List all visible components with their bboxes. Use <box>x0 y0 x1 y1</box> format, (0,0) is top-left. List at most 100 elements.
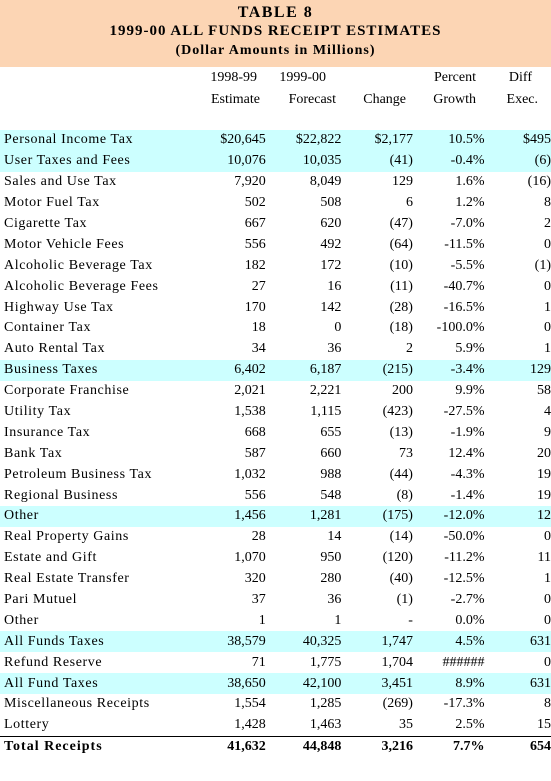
row-label: Real Estate Transfer <box>4 571 130 587</box>
forecast-cell: 508 <box>320 195 342 211</box>
percent-growth-cell: 4.5% <box>412 631 485 653</box>
row-label: Auto Rental Tax <box>4 341 106 357</box>
estimate-cell: 320 <box>244 571 266 587</box>
table-row: Sales and Use Tax 7,920 8,049 129 1.6% (16) <box>0 172 551 193</box>
diff-exec-cell: 0 <box>544 278 551 294</box>
estimate-cell: 28 <box>251 529 266 545</box>
col-diff-label: Diff <box>508 70 532 85</box>
change-cell: $2,177 <box>341 130 413 151</box>
change-cell: (47) <box>389 216 413 231</box>
row-label: Insurance Tax <box>4 424 91 440</box>
table-row: Estate and Gift 1,070 950 (120) -11.2% 11 <box>0 548 551 569</box>
estimate-cell: 668 <box>244 424 266 440</box>
table-row: Utility Tax 1,538 1,115 (423) -27.5% 4 <box>0 402 551 423</box>
diff-exec-cell: 654 <box>530 739 551 755</box>
estimate-cell: 556 <box>244 487 266 503</box>
table-row: Petroleum Business Tax 1,032 988 (44) -4.3% 1… <box>0 464 551 485</box>
col-forecast-year: 1999-00 <box>279 70 326 85</box>
percent-growth-cell: -2.7% <box>450 592 485 608</box>
percent-growth-cell: 5.9% <box>455 341 485 357</box>
change-cell: (423) <box>382 404 413 420</box>
diff-exec-cell: 0 <box>544 529 551 545</box>
percent-growth-cell: -50.0% <box>443 529 485 545</box>
percent-growth-cell: -4.3% <box>450 466 485 482</box>
col-change-label: Change <box>363 92 406 107</box>
col-percent-label: Percent <box>434 70 476 85</box>
col-exec-label: Exec. <box>506 92 538 107</box>
percent-growth-cell: 2.5% <box>455 717 485 733</box>
row-label: Corporate Franchise <box>4 383 130 399</box>
estimate-cell: 556 <box>244 236 266 252</box>
row-label: Petroleum Business Tax <box>4 466 153 482</box>
forecast-cell: 42,100 <box>265 673 342 695</box>
diff-exec-cell: 0 <box>544 236 551 252</box>
estimate-cell: 170 <box>244 299 266 315</box>
percent-growth-cell: 8.9% <box>412 673 485 695</box>
change-cell: 1,747 <box>341 631 413 653</box>
diff-exec-cell: $495 <box>484 130 551 151</box>
estimate-cell: 1 <box>258 612 266 628</box>
table-row: Other 1 1 - 0.0% 0 <box>0 610 551 631</box>
diff-exec-cell: (6) <box>484 150 551 172</box>
percent-growth-cell: 9.9% <box>455 383 485 399</box>
diff-exec-cell: 8 <box>544 195 551 211</box>
estimate-cell: 667 <box>244 216 266 231</box>
change-cell: 3,216 <box>381 739 413 755</box>
change-cell: 200 <box>391 383 413 399</box>
change-cell: 1,704 <box>381 654 413 670</box>
forecast-cell: 1 <box>334 612 342 628</box>
change-cell: 73 <box>398 445 413 461</box>
percent-growth-cell: -100.0% <box>436 320 485 336</box>
estimate-cell: 1,554 <box>234 696 266 712</box>
forecast-cell: 16 <box>327 278 342 294</box>
change-cell: (1) <box>396 592 413 608</box>
diff-exec-cell: (16) <box>527 174 551 190</box>
diff-exec-cell: 631 <box>484 631 551 653</box>
table-row: Highway Use Tax 170 142 (28) -16.5% 1 <box>0 297 551 318</box>
row-label: User Taxes and Fees <box>0 150 195 172</box>
forecast-cell: 660 <box>320 445 342 461</box>
change-cell: (269) <box>382 696 413 712</box>
estimate-cell: 502 <box>244 195 266 211</box>
col-forecast-label: Forecast <box>288 92 336 107</box>
row-label: Real Property Gains <box>4 529 129 545</box>
table-row: Auto Rental Tax 34 36 2 5.9% 1 <box>0 339 551 360</box>
forecast-cell: 988 <box>320 466 342 482</box>
row-label: Sales and Use Tax <box>4 174 117 190</box>
estimate-cell: 18 <box>251 320 266 336</box>
table-subtitle: (Dollar Amounts in Millions) <box>175 43 376 58</box>
receipts-table: Personal Income Tax $20,645 $22,822 $2,177 1… <box>0 130 551 758</box>
table-row: Business Taxes 6,402 6,187 (215) -3.4% 129 <box>0 359 551 381</box>
row-label: Other <box>0 506 195 527</box>
row-label: Bank Tax <box>4 445 63 461</box>
row-label: Pari Mutuel <box>4 592 78 608</box>
row-label: All Funds Taxes <box>0 631 195 653</box>
col-estimate-label: Estimate <box>211 92 260 107</box>
col-growth-label: Growth <box>433 92 476 107</box>
diff-exec-cell: 15 <box>537 717 551 733</box>
change-cell: - <box>408 612 413 628</box>
forecast-cell: 6,187 <box>265 359 342 381</box>
table-row: Refund Reserve 71 1,775 1,704 ###### 0 <box>0 652 551 673</box>
change-cell: 35 <box>398 717 413 733</box>
row-label: All Fund Taxes <box>0 673 195 695</box>
forecast-cell: 1,285 <box>309 696 342 712</box>
diff-exec-cell: 129 <box>484 359 551 381</box>
percent-growth-cell: -7.0% <box>450 216 485 231</box>
percent-growth-cell: -11.5% <box>444 236 485 252</box>
percent-growth-cell: 7.7% <box>453 739 485 755</box>
estimate-cell: 1,456 <box>194 506 266 527</box>
forecast-cell: 1,281 <box>265 506 342 527</box>
percent-growth-cell: -1.4% <box>450 487 485 503</box>
forecast-cell: 10,035 <box>265 150 342 172</box>
estimate-cell: 1,538 <box>234 404 266 420</box>
change-cell: (41) <box>341 150 413 172</box>
change-cell: (64) <box>389 236 413 252</box>
percent-growth-cell: -40.7% <box>443 278 485 294</box>
estimate-cell: 2,021 <box>234 383 266 399</box>
table-row: Pari Mutuel 37 36 (1) -2.7% 0 <box>0 590 551 611</box>
table-row: Container Tax 18 0 (18) -100.0% 0 <box>0 318 551 339</box>
table-row: Other 1,456 1,281 (175) -12.0% 12 <box>0 506 551 527</box>
diff-exec-cell: 19 <box>537 466 551 482</box>
row-label: Regional Business <box>4 487 119 503</box>
